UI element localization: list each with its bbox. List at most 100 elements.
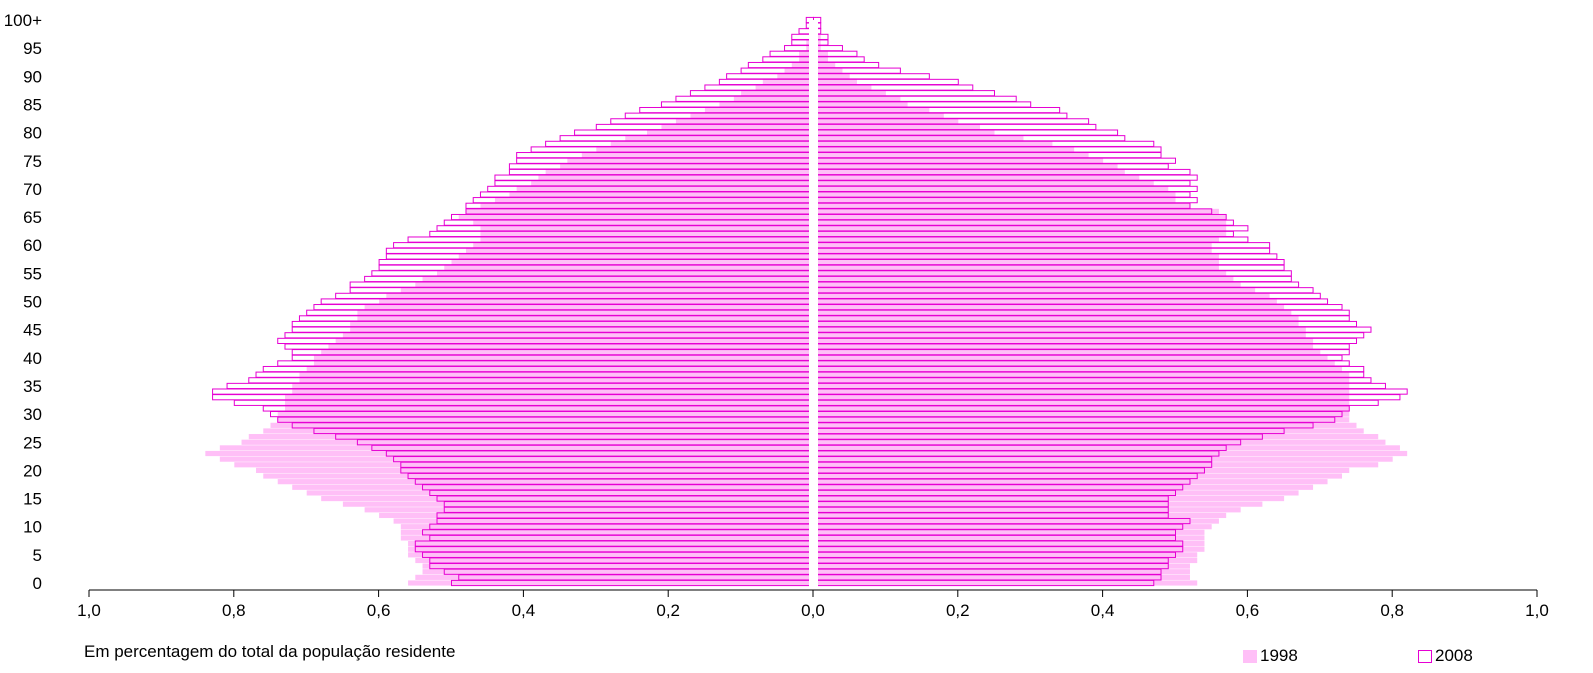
bar-1998-right-age-60 bbox=[813, 242, 1212, 248]
bar-1998-right-age-39 bbox=[813, 360, 1335, 367]
bar-1998-right-age-68 bbox=[813, 197, 1176, 203]
legend-swatch-2008 bbox=[1418, 649, 1432, 663]
bar-1998-left-age-39 bbox=[313, 360, 814, 367]
bar-1998-right-age-24 bbox=[813, 445, 1400, 451]
bar-1998-left-age-3 bbox=[422, 563, 814, 569]
y-tick-label: 30 bbox=[23, 405, 42, 424]
bar-1998-left-age-90 bbox=[777, 73, 814, 79]
bar-1998-right-age-73 bbox=[813, 169, 1125, 175]
x-axis-ticks: 1,0 0,8 0,6 0,4 0,2 0,0 0,2 0,4 0,6 0,8 1,0 bbox=[77, 590, 1549, 620]
bar-1998-left-age-22 bbox=[219, 456, 814, 462]
bar-1998-right-age-69 bbox=[813, 191, 1176, 198]
bar-1998-right-age-87 bbox=[813, 90, 886, 96]
bar-1998-right-age-46 bbox=[813, 321, 1299, 327]
y-tick-label: 100+ bbox=[4, 11, 42, 30]
bar-1998-right-age-16 bbox=[813, 490, 1299, 496]
bar-1998-right-age-26 bbox=[813, 434, 1379, 440]
bar-1998-right-age-2 bbox=[813, 569, 1190, 575]
bar-1998-right-age-4 bbox=[813, 557, 1198, 564]
bar-1998-right-age-23 bbox=[813, 450, 1408, 457]
bar-1998-left-age-19 bbox=[263, 473, 814, 479]
y-tick-label: 0 bbox=[33, 574, 42, 593]
bar-1998-left-age-8 bbox=[400, 535, 814, 541]
bar-1998-right-age-79 bbox=[813, 135, 1024, 141]
bar-1998-left-age-7 bbox=[408, 541, 814, 547]
bar-1998-right-age-86 bbox=[813, 96, 901, 102]
y-tick-label: 75 bbox=[23, 152, 42, 171]
bar-1998-left-age-75 bbox=[567, 158, 814, 164]
bar-1998-right-age-90 bbox=[813, 73, 850, 79]
bar-1998-left-age-15 bbox=[321, 495, 814, 502]
bar-1998-left-age-10 bbox=[400, 524, 814, 530]
bar-1998-left-age-50 bbox=[379, 298, 814, 305]
bar-1998-left-age-70 bbox=[516, 186, 814, 192]
bar-1998-right-age-19 bbox=[813, 473, 1343, 479]
bar-1998-right-age-51 bbox=[813, 293, 1270, 299]
bar-1998-left-age-1 bbox=[415, 574, 814, 580]
bar-1998-right-age-31 bbox=[813, 405, 1350, 412]
x-tick-label: 0,4 bbox=[512, 601, 536, 620]
bar-1998-right-age-91 bbox=[813, 68, 843, 74]
y-tick-label: 45 bbox=[23, 321, 42, 340]
bar-1998-right-age-37 bbox=[813, 372, 1350, 378]
bar-1998-right-age-48 bbox=[813, 310, 1292, 316]
bar-1998-right-age-74 bbox=[813, 163, 1118, 169]
bar-1998-right-age-5 bbox=[813, 552, 1198, 558]
x-tick-label: 0,8 bbox=[222, 601, 246, 620]
bar-1998-left-age-42 bbox=[328, 343, 814, 350]
bar-1998-left-age-23 bbox=[205, 450, 814, 457]
bar-1998-left-age-16 bbox=[306, 490, 814, 496]
bar-1998-left-age-27 bbox=[263, 428, 814, 434]
bar-1998-right-age-75 bbox=[813, 158, 1104, 164]
bar-1998-right-age-89 bbox=[813, 79, 857, 85]
bar-1998-right-age-56 bbox=[813, 265, 1219, 271]
bar-1998-right-age-33 bbox=[813, 394, 1350, 400]
bar-1998-right-age-67 bbox=[813, 203, 1190, 209]
bar-1998-left-age-67 bbox=[480, 203, 814, 209]
bar-1998-right-age-72 bbox=[813, 175, 1140, 181]
bar-1998-left-age-6 bbox=[408, 546, 814, 552]
bar-1998-left-age-51 bbox=[386, 293, 814, 299]
bar-1998-left-age-89 bbox=[762, 79, 814, 85]
bar-1998-left-age-62 bbox=[480, 231, 814, 237]
legend-item-2008: 2008 bbox=[1418, 646, 1473, 666]
bar-1998-right-age-30 bbox=[813, 411, 1350, 417]
bar-1998-left-age-71 bbox=[531, 180, 814, 186]
bar-1998-left-age-40 bbox=[313, 355, 814, 361]
bar-1998-left-age-13 bbox=[364, 507, 814, 513]
bar-1998-left-age-81 bbox=[661, 124, 814, 130]
bar-1998-right-age-94 bbox=[813, 51, 828, 57]
bar-1998-right-age-11 bbox=[813, 518, 1219, 524]
bar-1998-right-age-52 bbox=[813, 287, 1256, 293]
y-axis-ticks: 0 5 10 15 20 25 30 35 40 45 50 55 60 65 70 75 80 85 90 95 10… bbox=[4, 11, 42, 593]
bar-1998-left-age-43 bbox=[335, 338, 814, 344]
bar-1998-right-age-38 bbox=[813, 366, 1343, 372]
bar-1998-right-age-54 bbox=[813, 276, 1234, 282]
bar-1998-right-age-8 bbox=[813, 535, 1205, 541]
bar-1998-right-age-82 bbox=[813, 118, 959, 124]
bar-1998-right-age-29 bbox=[813, 417, 1350, 423]
bar-1998-left-age-28 bbox=[270, 422, 814, 428]
bar-1998-right-age-17 bbox=[813, 484, 1314, 490]
bar-1998-right-age-21 bbox=[813, 462, 1379, 468]
y-tick-label: 15 bbox=[23, 490, 42, 509]
bar-1998-left-age-41 bbox=[321, 349, 814, 355]
bar-1998-right-age-42 bbox=[813, 343, 1314, 350]
x-tick-label: 0,8 bbox=[1380, 601, 1404, 620]
bar-1998-left-age-21 bbox=[234, 462, 814, 468]
bar-1998-left-age-64 bbox=[473, 220, 814, 226]
x-tick-label: 1,0 bbox=[77, 601, 101, 620]
bar-1998-right-age-47 bbox=[813, 315, 1299, 321]
bar-1998-right-age-58 bbox=[813, 253, 1219, 260]
y-tick-label: 5 bbox=[33, 546, 42, 565]
bar-1998-left-age-33 bbox=[284, 394, 814, 400]
legend-swatch-1998 bbox=[1243, 649, 1257, 663]
y-tick-label: 55 bbox=[23, 264, 42, 283]
bar-1998-left-age-5 bbox=[408, 552, 814, 558]
bar-1998-left-age-82 bbox=[675, 118, 814, 124]
legend-label-2008: 2008 bbox=[1435, 646, 1473, 665]
bar-1998-right-age-84 bbox=[813, 107, 930, 113]
bar-1998-left-age-45 bbox=[350, 327, 814, 333]
bar-1998-left-age-34 bbox=[292, 388, 814, 395]
bar-1998-right-age-64 bbox=[813, 220, 1227, 226]
